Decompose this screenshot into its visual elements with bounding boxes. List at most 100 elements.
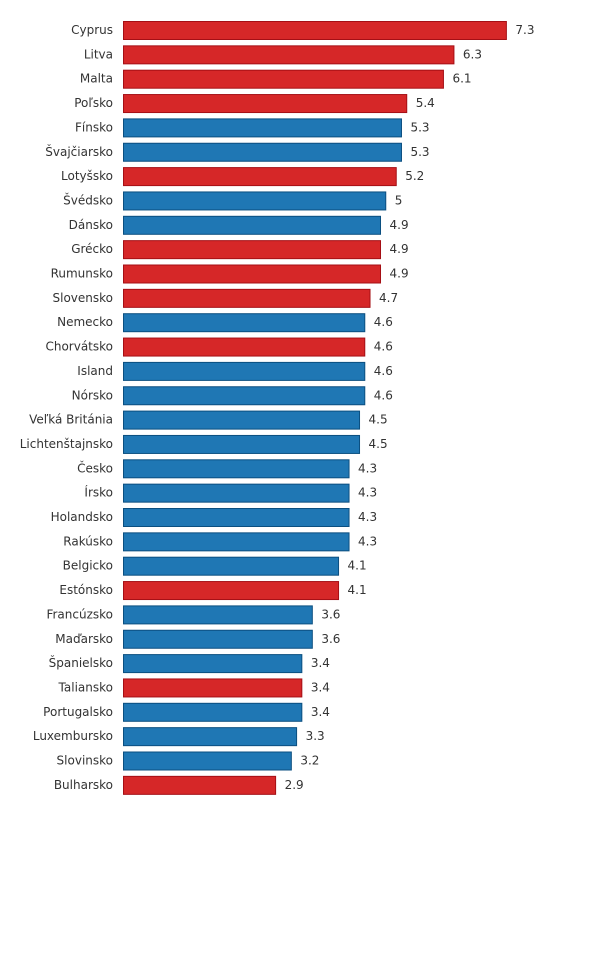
bar <box>123 775 277 795</box>
bar-row: Taliansko 3.4 <box>58 678 330 698</box>
category-label: Luxembursko <box>33 729 113 743</box>
category-label: Maďarsko <box>55 632 113 646</box>
bar-row: Švajčiarsko 5.3 <box>45 142 430 162</box>
category-label: Francúzsko <box>46 607 113 621</box>
bar-row: Cyprus 7.3 <box>71 21 534 40</box>
bar <box>123 240 382 260</box>
value-label: 4.9 <box>390 242 409 256</box>
category-label: Švédsko <box>63 192 113 207</box>
category-label: Poľsko <box>74 96 113 110</box>
value-label: 4.3 <box>358 461 377 475</box>
value-label: 4.9 <box>390 218 409 232</box>
value-label: 3.3 <box>306 729 325 743</box>
bar <box>123 532 350 552</box>
category-label: Grécko <box>71 242 113 256</box>
category-label: Lotyšsko <box>61 169 113 183</box>
value-label: 4.6 <box>374 315 393 329</box>
bar <box>123 508 350 527</box>
bar-row: Bulharsko 2.9 <box>54 775 304 795</box>
bar <box>123 751 292 771</box>
bar-row: Fínsko 5.3 <box>75 118 430 138</box>
bar <box>123 313 366 333</box>
value-label: 4.9 <box>390 267 409 281</box>
bar <box>123 21 507 40</box>
category-label: Veľká Británia <box>29 413 113 427</box>
bar-row: Slovinsko 3.2 <box>57 751 319 771</box>
value-label: 4.6 <box>374 340 393 354</box>
value-label: 7.3 <box>515 23 534 37</box>
bar-row: Belgicko 4.1 <box>63 556 367 576</box>
category-label: Lichtenštajnsko <box>20 437 113 451</box>
bar-row: Grécko 4.9 <box>71 240 409 260</box>
bar-row: Poľsko 5.4 <box>74 94 435 114</box>
category-label: Litva <box>84 47 113 61</box>
bar <box>123 629 313 649</box>
bar <box>123 118 402 138</box>
bar <box>123 727 298 747</box>
bar <box>123 288 371 308</box>
bar <box>123 264 382 284</box>
bar-row: Nórsko 4.6 <box>72 386 393 406</box>
bar-row: Dánsko 4.9 <box>69 215 409 235</box>
bar-row: Francúzsko 3.6 <box>46 605 340 625</box>
bar-row: Rumunsko 4.9 <box>51 264 409 284</box>
category-label: Portugalsko <box>43 705 113 719</box>
bar <box>123 337 366 357</box>
bar-row: Litva 6.3 <box>84 45 482 65</box>
bar-row: Island 4.6 <box>77 361 393 381</box>
bar <box>123 459 350 479</box>
bar <box>123 605 313 625</box>
bar <box>123 654 303 674</box>
value-label: 5.3 <box>410 120 429 134</box>
bar <box>123 215 382 235</box>
bar-row: Rakúsko 4.3 <box>63 532 377 552</box>
category-label: Slovensko <box>53 291 114 305</box>
value-label: 4.3 <box>358 486 377 500</box>
bar <box>123 702 303 722</box>
bar-row: Holandsko 4.3 <box>51 508 377 527</box>
value-label: 4.1 <box>348 559 367 573</box>
bar <box>123 483 350 503</box>
category-label: Slovinsko <box>57 754 113 768</box>
bar-row: Lichtenštajnsko 4.5 <box>20 434 388 454</box>
category-label: Taliansko <box>58 680 113 694</box>
bar <box>123 45 455 65</box>
value-label: 3.4 <box>311 680 330 694</box>
category-label: Malta <box>80 72 113 86</box>
value-label: 3.6 <box>321 607 340 621</box>
category-label: Česko <box>77 460 113 475</box>
value-label: 4.6 <box>374 364 393 378</box>
value-label: 3.4 <box>311 705 330 719</box>
value-label: 4.6 <box>374 388 393 402</box>
bar-row: Lotyšsko 5.2 <box>61 167 424 187</box>
category-label: Belgicko <box>63 559 113 573</box>
category-label: Cyprus <box>71 23 113 37</box>
value-label: 2.9 <box>285 778 304 792</box>
bar <box>123 434 361 454</box>
bar <box>123 361 366 381</box>
category-label: Holandsko <box>51 510 113 524</box>
value-label: 4.3 <box>358 534 377 548</box>
bar <box>123 94 408 114</box>
bar <box>123 410 361 430</box>
value-label: 4.5 <box>369 413 388 427</box>
bar-row: Španielsko 3.4 <box>49 654 330 674</box>
bar-row: Švédsko 5 <box>63 191 402 211</box>
bar-row: Estónsko 4.1 <box>59 581 367 601</box>
category-label: Írsko <box>84 485 113 500</box>
value-label: 6.3 <box>463 47 482 61</box>
bar <box>123 556 340 576</box>
bar-row: Portugalsko 3.4 <box>43 702 330 722</box>
value-label: 3.2 <box>300 754 319 768</box>
bar-row: Slovensko 4.7 <box>53 288 398 308</box>
category-label: Nórsko <box>72 388 113 402</box>
value-label: 6.1 <box>452 72 471 86</box>
category-label: Nemecko <box>57 315 113 329</box>
value-label: 5.3 <box>410 145 429 159</box>
value-label: 4.7 <box>379 291 398 305</box>
category-label: Švajčiarsko <box>45 144 113 159</box>
category-label: Španielsko <box>49 655 113 670</box>
bar-row: Nemecko 4.6 <box>57 313 393 333</box>
category-label: Dánsko <box>69 218 113 232</box>
